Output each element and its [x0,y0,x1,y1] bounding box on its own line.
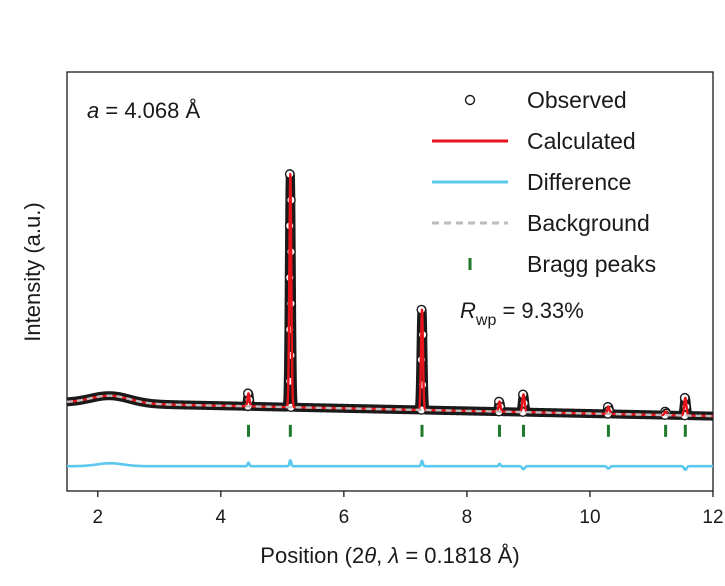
legend-key-observed [464,94,476,106]
lattice-annotation: a = 4.068 Å [87,98,200,123]
legend-label-bragg: Bragg peaks [527,251,656,277]
x-tick-label: 2 [92,507,103,528]
y-axis-title: Intensity (a.u.) [20,202,45,341]
plot-frame [66,71,714,492]
x-axis-title: Position (2θ, λ = 0.1818 Å) [260,543,519,568]
x-tick-label: 12 [702,507,723,528]
legend: Observed Calculated Difference Background Br… [432,87,656,277]
plot-area [67,169,713,472]
legend-label-difference: Difference [527,169,631,195]
difference-layer [67,458,713,472]
difference-curve [67,458,713,472]
background-layer [67,394,713,418]
legend-item-background: Background [432,210,650,236]
legend-item-difference: Difference [432,169,631,195]
rwp-annotation: Rwp = 9.33% [460,298,584,329]
legend-item-observed: Observed [464,87,627,113]
legend-label-background: Background [527,210,650,236]
x-tick-label: 6 [339,507,350,528]
legend-label-observed: Observed [527,87,627,113]
legend-item-bragg: Bragg peaks [468,251,656,277]
background-curve [67,394,713,418]
bragg-layer [246,424,687,437]
x-axis: 2 4 6 8 10 12 [92,491,724,528]
x-tick-label: 8 [462,507,473,528]
legend-label-calculated: Calculated [527,128,636,154]
x-tick-label: 4 [216,507,227,528]
observed-layer [67,169,713,421]
legend-item-calculated: Calculated [432,128,636,154]
x-tick-label: 10 [579,507,600,528]
